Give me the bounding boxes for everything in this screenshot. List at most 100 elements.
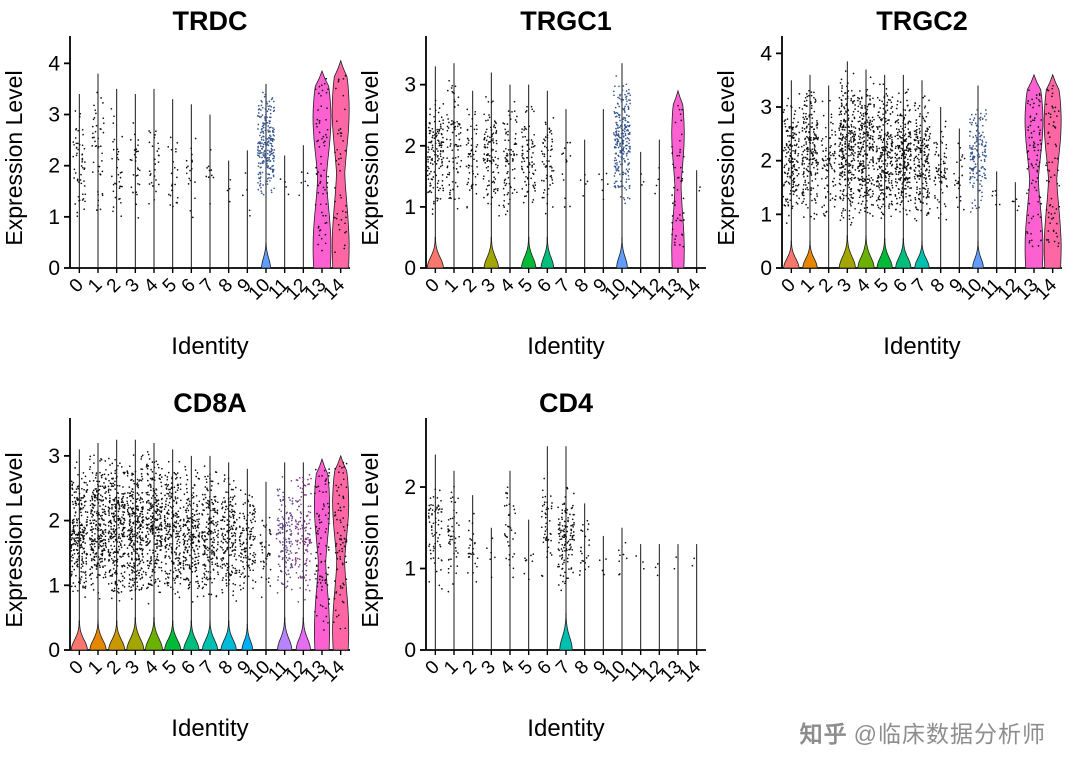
y-axis-label: Expression Level (4, 70, 27, 245)
x-tick-label: 8 (215, 275, 237, 297)
x-tick-label: 8 (927, 275, 949, 297)
y-tick-label: 2 (760, 150, 772, 173)
violin-body (972, 240, 984, 269)
y-tick-label: 2 (404, 135, 416, 158)
x-tick-label: 0 (422, 275, 444, 297)
jitter-points (654, 167, 660, 195)
x-tick-label: 7 (552, 657, 574, 679)
y-tick-label: 1 (404, 196, 416, 219)
jitter-points (482, 96, 501, 217)
x-tick-label: 14 (675, 274, 705, 304)
jitter-points (991, 190, 1001, 206)
violin-body (616, 237, 628, 269)
jitter-points (163, 460, 182, 599)
jitter-points (540, 117, 555, 215)
jitter-points (314, 468, 331, 631)
x-axis-label: Identity (527, 333, 604, 360)
x-axis-label: Identity (883, 333, 960, 360)
jitter-points (635, 555, 645, 570)
x-tick-label: 4 (140, 274, 163, 297)
jitter-points (579, 173, 589, 197)
x-tick-label: 0 (66, 275, 88, 297)
x-tick-label: 1 (84, 657, 106, 679)
jitter-points (673, 556, 678, 570)
jitter-points (332, 461, 349, 630)
y-tick-label: 4 (48, 52, 60, 75)
jitter-points (503, 486, 517, 579)
jitter-points (640, 173, 645, 186)
jitter-points (88, 454, 108, 600)
x-tick-label: 4 (496, 274, 519, 297)
violin-body (145, 617, 163, 651)
x-tick-label: 3 (478, 275, 500, 297)
x-tick-label: 6 (534, 275, 556, 297)
jitter-points (107, 457, 126, 602)
violin-body (838, 235, 856, 269)
y-tick-label: 2 (48, 155, 60, 178)
x-tick-label: 5 (159, 275, 181, 297)
x-tick-label: 6 (890, 275, 912, 297)
x-tick-label: 7 (908, 275, 930, 297)
jitter-points (126, 454, 145, 600)
jitter-points (333, 74, 347, 254)
jitter-points (241, 172, 251, 217)
violin-body (202, 620, 218, 651)
x-tick-label: 2 (103, 275, 125, 297)
panel-TRGC2: TRGC2 Expression Level 0 1 2 3 4 0 1 2 3 4 5 6 7 8 9 10 11… (713, 2, 1068, 382)
jitter-points (520, 105, 537, 204)
y-tick-label: 3 (404, 74, 416, 97)
watermark: 知乎 @临床数据分析师 (800, 715, 1046, 749)
jitter-points (953, 142, 966, 211)
x-tick-label: 4 (496, 656, 519, 679)
y-tick-label: 0 (48, 257, 60, 280)
x-tick-label: 3 (478, 657, 500, 679)
x-tick-label: 4 (140, 656, 163, 679)
x-tick-label: 3 (122, 657, 144, 679)
y-tick-label: 3 (760, 96, 772, 119)
jitter-points (598, 172, 609, 201)
x-tick-label: 2 (815, 275, 837, 297)
y-axis-label: Expression Level (360, 70, 383, 245)
violin-body (164, 620, 182, 651)
jitter-points (698, 186, 701, 192)
panel-title: TRDC (173, 6, 248, 36)
panel-TRDC: TRDC Expression Level 0 1 2 3 4 0 1 2 3 4 5 6 7 8 9 10 11 1… (1, 2, 356, 382)
x-tick-label: 14 (675, 656, 705, 686)
jitter-points (185, 137, 197, 219)
x-tick-label: 14 (1031, 274, 1061, 304)
x-axis-label: Identity (527, 715, 604, 742)
jitter-points (671, 104, 685, 248)
jitter-points (617, 541, 628, 576)
jitter-points (205, 148, 215, 205)
violin-body (183, 620, 200, 651)
jitter-points (502, 100, 518, 216)
jitter-points (426, 99, 445, 215)
violin-body (70, 620, 88, 651)
jitter-points (557, 486, 576, 592)
jitter-points (91, 91, 105, 211)
x-tick-label: 0 (778, 275, 800, 297)
jitter-points (167, 136, 179, 208)
violin-body (108, 620, 126, 651)
jitter-points (110, 107, 124, 218)
jitter-points (561, 141, 572, 208)
violin-body (802, 240, 818, 269)
violin-body (671, 89, 685, 269)
x-tick-label: 1 (796, 275, 818, 297)
jitter-points (1011, 198, 1020, 212)
jitter-points (598, 558, 607, 576)
y-tick-label: 1 (48, 206, 60, 229)
x-tick-label: 5 (515, 275, 537, 297)
jitter-points (447, 485, 460, 593)
jitter-points (875, 83, 894, 219)
jitter-points (427, 488, 443, 590)
jitter-points (445, 79, 463, 210)
jitter-points (70, 461, 89, 598)
y-tick-label: 0 (404, 639, 416, 662)
violin-body (261, 239, 271, 269)
violin-body (331, 59, 350, 269)
